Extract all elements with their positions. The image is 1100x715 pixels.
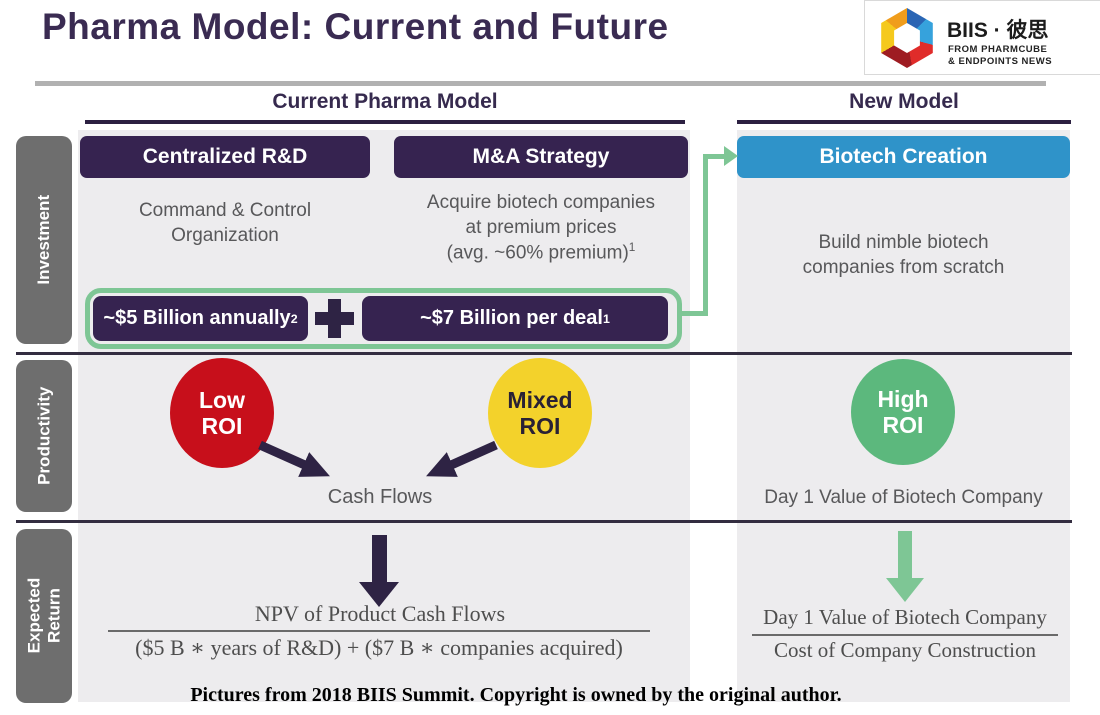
ma-strategy-premium-note-text: (avg. ~60% premium) (446, 242, 629, 264)
new-return-fraction-line (752, 634, 1058, 636)
low-roi-arrow-icon (258, 440, 330, 477)
high-roi-circle: High ROI (851, 359, 955, 465)
new-return-numerator: Day 1 Value of Biotech Company (763, 605, 1047, 629)
day1-value-label: Day 1 Value of Biotech Company (764, 487, 1043, 508)
green-down-arrow-head-icon (886, 578, 924, 602)
current-return-fraction-line (108, 630, 650, 632)
elbow-arrow-segment (703, 154, 708, 316)
ma-strategy-footnote-sup: 1 (628, 241, 636, 255)
current-model-underline (85, 120, 685, 124)
annual-spend-footnote-sup: 2 (290, 311, 298, 326)
current-return-numerator: NPV of Product Cash Flows (254, 601, 506, 626)
new-return-denominator: Cost of Company Construction (774, 638, 1036, 662)
ma-strategy-description: Acquire biotech companies at premium pri… (398, 190, 684, 266)
biotech-creation-description: Build nimble biotech companies from scra… (802, 232, 1005, 279)
per-deal-spend-text: ~$7 Billion per deal (420, 307, 603, 329)
ma-strategy-premium-note: (avg. ~60% premium)1 (398, 240, 684, 265)
page-title: Pharma Model: Current and Future (42, 6, 669, 47)
new-model-underline (737, 120, 1071, 124)
hexagon-core-icon (894, 23, 920, 53)
row-label-investment-text: Investment (34, 195, 54, 285)
green-down-arrow-icon (898, 531, 912, 578)
row-label-productivity: Productivity (16, 360, 72, 512)
logo-brand-text: BIIS · 彼思 (947, 19, 1049, 42)
elbow-arrow-segment (703, 154, 725, 159)
logo-tagline-line2: & ENDPOINTS NEWS (948, 56, 1053, 67)
current-return-denominator: ($5 B ∗ years of R&D) + ($7 B ∗ companie… (135, 635, 623, 660)
cash-flows-label: Cash Flows (327, 486, 433, 508)
roi-to-cashflows-arrows (258, 440, 498, 477)
centralized-rd-header: Centralized R&D (80, 136, 370, 178)
row-label-expected-return: Expected Return (16, 529, 72, 703)
logo-tagline-line1: FROM PHARMCUBE (948, 44, 1048, 55)
ma-strategy-header: M&A Strategy (394, 136, 688, 178)
elbow-arrow-head-icon (724, 146, 738, 166)
purple-down-arrow-head-icon (359, 582, 399, 607)
centralized-rd-description: Command & Control Organization (138, 200, 312, 247)
investment-spend-group-outline (85, 288, 682, 349)
mixed-roi-circle: Mixed ROI (488, 358, 592, 468)
purple-down-arrow-icon (372, 535, 387, 582)
per-deal-footnote-sup: 1 (602, 311, 610, 326)
row-label-expected-return-text: Expected Return (24, 578, 63, 654)
biis-logo: BIIS · 彼思 FROM PHARMCUBE & ENDPOINTS NEW… (864, 0, 1100, 75)
elbow-arrow-segment (680, 311, 708, 316)
copyright-caption: Pictures from 2018 BIIS Summit. Copyrigh… (190, 684, 842, 706)
column-header-new-model: New Model (849, 90, 959, 113)
row-label-productivity-text: Productivity (34, 386, 54, 486)
annual-spend-text: ~$5 Billion annually (103, 307, 291, 329)
divider-investment-productivity (16, 352, 1072, 355)
row-label-investment: Investment (16, 136, 72, 344)
biotech-creation-header: Biotech Creation (737, 136, 1070, 178)
low-roi-circle: Low ROI (170, 358, 274, 468)
title-separator-line (35, 81, 1046, 86)
per-deal-spend-box: ~$7 Billion per deal 1 (362, 296, 668, 341)
ma-strategy-description-lines: Acquire biotech companies at premium pri… (426, 192, 656, 239)
plus-icon-bar (315, 312, 354, 325)
divider-productivity-expected-return (16, 520, 1072, 523)
column-header-current-model: Current Pharma Model (272, 90, 498, 113)
annual-spend-box: ~$5 Billion annually 2 (93, 296, 308, 341)
mixed-roi-arrow-icon (426, 440, 498, 477)
